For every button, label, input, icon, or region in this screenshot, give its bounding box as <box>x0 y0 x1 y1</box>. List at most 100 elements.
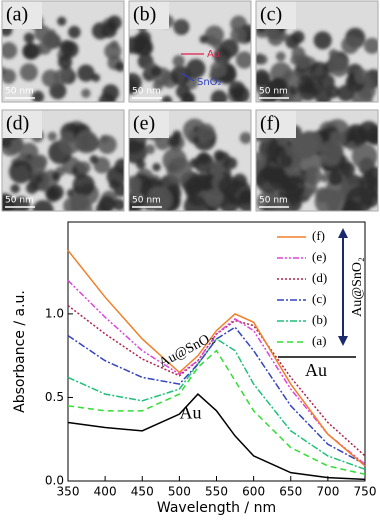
particle <box>166 157 193 183</box>
particle <box>328 49 339 59</box>
particle <box>172 55 185 68</box>
particle <box>32 199 54 211</box>
particle <box>329 57 349 77</box>
legend-label: (a) <box>312 333 326 348</box>
panel-label: (b) <box>133 4 156 26</box>
particle <box>74 130 98 154</box>
particle <box>224 157 238 170</box>
particle <box>320 140 344 163</box>
particle <box>354 68 370 84</box>
particle <box>150 65 162 77</box>
series-line <box>67 279 366 465</box>
particle <box>285 34 300 49</box>
x-tick-label: 650 <box>279 485 302 499</box>
particle <box>161 95 173 102</box>
y-tick-label: 0.5 <box>45 390 64 404</box>
particle <box>57 54 73 70</box>
particle <box>269 77 289 97</box>
particle <box>51 171 61 181</box>
label-box <box>129 1 169 29</box>
scale-bar-label: 50 nm <box>259 196 288 206</box>
particle <box>114 158 124 174</box>
x-tick-label: 400 <box>94 485 117 499</box>
scale-bar-label: 50 nm <box>132 196 161 206</box>
panel-border <box>128 109 252 212</box>
particle <box>19 63 38 82</box>
x-tick-label: 600 <box>242 485 265 499</box>
particle <box>81 88 91 98</box>
particle <box>8 160 33 184</box>
legend-label: Au <box>305 360 327 380</box>
particle <box>98 195 116 211</box>
particle <box>210 90 228 102</box>
x-tick-label: 550 <box>205 485 228 499</box>
particle <box>68 25 81 39</box>
series-line <box>67 337 366 471</box>
particle <box>256 166 284 194</box>
particle <box>184 184 197 197</box>
panel-border <box>255 109 379 212</box>
particle <box>45 187 61 203</box>
particle <box>97 135 117 155</box>
particle <box>239 132 251 144</box>
x-tick-label: 750 <box>354 485 377 499</box>
legend-label: (c) <box>312 291 326 306</box>
series-line <box>67 249 366 467</box>
particle <box>173 19 187 33</box>
tem-image: (c) 50 nm <box>255 0 379 103</box>
particle <box>63 196 83 211</box>
panel-label: (a) <box>6 4 28 26</box>
tem-image: (d) 50 nm <box>1 109 125 212</box>
particle <box>175 84 191 99</box>
particle <box>183 194 207 211</box>
particle <box>2 136 12 149</box>
legend-label: (d) <box>312 270 327 285</box>
particle <box>136 159 146 170</box>
particle <box>303 180 318 195</box>
panel-label: (e) <box>133 113 155 135</box>
particle <box>152 163 161 172</box>
annotation: SnO₂ <box>197 77 222 88</box>
panel-label: (c) <box>260 4 282 26</box>
particle <box>328 170 343 186</box>
particle <box>129 190 141 203</box>
particle <box>218 176 240 198</box>
pointer <box>180 72 195 82</box>
particle <box>205 188 224 207</box>
panel-label: (d) <box>6 113 29 135</box>
particle <box>288 85 299 96</box>
scale-bar-label: 50 nm <box>5 196 34 206</box>
particle <box>49 82 67 100</box>
particle <box>91 73 101 83</box>
particle <box>186 58 206 79</box>
particle <box>196 123 216 143</box>
particle <box>235 51 251 69</box>
particle <box>274 146 287 158</box>
particle <box>337 84 355 102</box>
particle <box>172 130 182 140</box>
particle <box>256 69 271 87</box>
particle <box>115 61 124 72</box>
particle <box>146 186 173 211</box>
arrow-label: Au@SnO₂ <box>350 257 365 317</box>
particle <box>329 131 343 144</box>
particles <box>129 14 251 102</box>
series-line <box>67 349 366 476</box>
annotation: Au <box>180 402 202 422</box>
particle <box>72 174 95 197</box>
particle <box>2 42 18 60</box>
series-line <box>67 326 366 465</box>
particle <box>98 92 116 102</box>
particle <box>219 38 239 58</box>
particle <box>353 38 364 48</box>
particle <box>113 198 124 211</box>
particle <box>204 25 225 45</box>
particle <box>230 26 247 44</box>
particle <box>189 158 200 168</box>
particle <box>209 162 225 177</box>
particle <box>351 143 378 170</box>
particle <box>31 90 45 102</box>
particle <box>53 68 70 85</box>
particle <box>275 51 286 62</box>
